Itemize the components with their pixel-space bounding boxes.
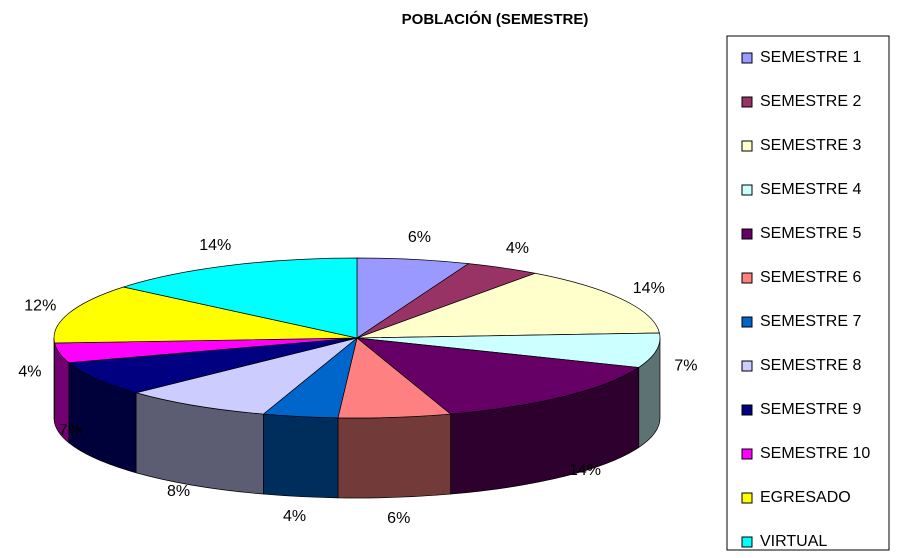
- legend-swatch: [741, 492, 753, 504]
- data-label: 14%: [199, 237, 231, 254]
- legend-label: SEMESTRE 5: [760, 225, 861, 242]
- pie-slice: [122, 257, 358, 339]
- legend-label: SEMESTRE 1: [760, 49, 861, 66]
- data-label: 6%: [387, 510, 410, 527]
- legend-swatch: [741, 184, 753, 196]
- legend-label: SEMESTRE 2: [760, 93, 861, 110]
- data-label: 6%: [408, 229, 431, 246]
- chart-title: POBLACIÓN (SEMESTRE): [402, 10, 589, 28]
- legend-label: VIRTUAL: [760, 533, 827, 550]
- pie-slice: [53, 286, 358, 344]
- data-label: 7%: [59, 422, 82, 439]
- legend-label: EGRESADO: [760, 489, 851, 506]
- legend-label: SEMESTRE 4: [760, 181, 861, 198]
- legend-swatch: [741, 448, 753, 460]
- data-label: 14%: [569, 462, 601, 479]
- legend-swatch: [741, 536, 753, 548]
- data-label: 4%: [18, 363, 41, 380]
- legend-swatch: [741, 360, 753, 372]
- legend-box: [726, 35, 890, 551]
- legend-swatch: [741, 404, 753, 416]
- legend-label: SEMESTRE 6: [760, 269, 861, 286]
- legend-label: SEMESTRE 3: [760, 137, 861, 154]
- pie-slice: [356, 332, 661, 368]
- legend-swatch: [741, 316, 753, 328]
- legend-swatch: [741, 52, 753, 64]
- legend-swatch: [741, 272, 753, 284]
- pie-slice: [67, 337, 358, 394]
- legend-swatch: [741, 140, 753, 152]
- data-label: 4%: [283, 508, 306, 525]
- pie-wall: [337, 413, 451, 499]
- pie-slice: [356, 272, 660, 339]
- legend-label: SEMESTRE 7: [760, 313, 861, 330]
- legend-label: SEMESTRE 10: [760, 445, 870, 462]
- legend-swatch: [741, 228, 753, 240]
- data-label: 4%: [506, 240, 529, 257]
- legend-label: SEMESTRE 8: [760, 357, 861, 374]
- pie-wall: [263, 413, 339, 499]
- data-label: 8%: [167, 483, 190, 500]
- pie-slice: [134, 337, 358, 415]
- data-label: 14%: [633, 280, 665, 297]
- data-label: 12%: [24, 298, 56, 315]
- data-label: 7%: [674, 358, 697, 375]
- pie-wall: [53, 337, 55, 424]
- legend-swatch: [741, 96, 753, 108]
- legend-label: SEMESTRE 9: [760, 401, 861, 418]
